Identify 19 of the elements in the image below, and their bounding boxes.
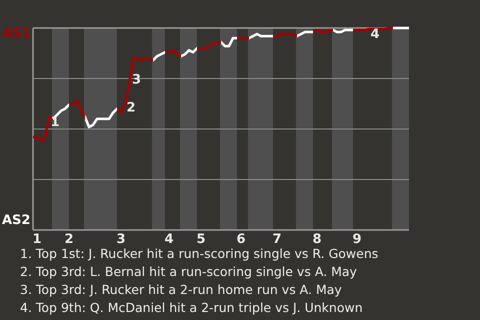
x-tick-label: 4: [164, 232, 174, 247]
x-tick-label: 7: [272, 232, 282, 247]
x-tick-label: 9: [352, 232, 362, 247]
x-tick-label: 3: [116, 232, 126, 247]
annotation: 1: [50, 114, 60, 130]
annotation: 4: [370, 27, 380, 42]
x-tick-label: 2: [64, 232, 74, 247]
x-tick-label: 5: [196, 232, 206, 247]
annotation: 2: [126, 100, 136, 116]
x-tick-label: 8: [312, 232, 322, 247]
text: 3. Top 3rd: J. Rucker hit a 2-run home run vs A. May: [20, 282, 342, 297]
annotation: 3: [132, 72, 142, 88]
x-tick-label: 1: [32, 232, 42, 247]
x-tick-label: 6: [236, 232, 246, 247]
text: AS1: [2, 26, 30, 41]
text: 2. Top 3rd: L. Bernal hit a run-scoring single vs A. May: [20, 264, 358, 279]
text: 1. Top 1st: J. Rucker hit a run-scoring single vs R. Gowens: [20, 246, 378, 261]
text: AS2: [2, 213, 30, 228]
text: 4. Top 9th: Q. McDaniel hit a 2-run triple vs J. Unknown: [20, 300, 363, 315]
